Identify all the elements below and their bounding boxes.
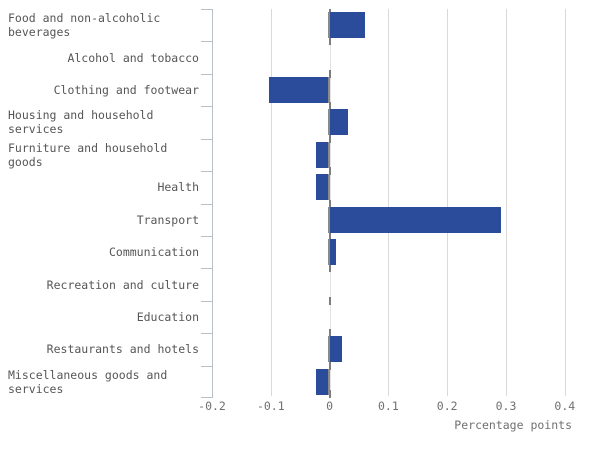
category-label-line: goods: [8, 154, 43, 169]
bar-transport: [330, 206, 501, 233]
gridline: [388, 9, 390, 396]
y-axis-tick: [201, 300, 212, 302]
category-label: Alcohol and tobacco: [8, 41, 202, 73]
y-axis-tick: [201, 333, 212, 335]
zero-line-dash: [328, 296, 331, 305]
zero-line-dash: [328, 264, 331, 273]
category-label: Clothing and footwear: [8, 74, 202, 106]
zero-line-segment: [328, 109, 331, 136]
zero-line-segment: [328, 206, 331, 233]
category-label: Furniture and household goods: [8, 139, 202, 171]
category-label: Communication: [8, 236, 202, 268]
category-label-line: services: [8, 122, 64, 137]
category-label-line: Recreation and culture: [46, 277, 199, 292]
bar-communication: [330, 239, 336, 266]
category-label-line: Alcohol and tobacco: [67, 50, 199, 65]
category-label-line: Food and non-alcoholic: [8, 11, 161, 26]
category-label: Housing and household services: [8, 106, 202, 138]
zero-line-segment: [328, 12, 331, 39]
category-label-line: Housing and household: [8, 108, 154, 123]
gridline: [506, 9, 507, 396]
zero-line-segment: [328, 368, 331, 395]
x-tick-label: 0.3: [495, 399, 517, 413]
zero-line-dash: [328, 37, 331, 46]
bar-miscellaneous-goods-and-services: [316, 368, 329, 395]
y-axis-tick: [201, 268, 212, 270]
y-axis-tick: [201, 41, 212, 43]
y-axis-tick: [201, 171, 212, 173]
category-label-line: Clothing and footwear: [53, 83, 199, 98]
bar-health: [316, 174, 329, 201]
zero-line-segment: [328, 141, 331, 168]
gridline: [564, 9, 566, 396]
x-axis-title: Percentage points: [454, 418, 572, 432]
category-label-line: Furniture and household: [8, 140, 168, 155]
bar-furniture-and-household-goods: [316, 141, 329, 168]
zero-line-dash: [328, 361, 331, 370]
y-axis-tick: [201, 138, 212, 140]
bar-clothing-and-footwear: [269, 77, 329, 104]
category-label: Transport: [8, 204, 202, 236]
zero-line-dash: [328, 167, 331, 176]
y-axis-tick: [201, 203, 212, 205]
x-tick-label: 0: [326, 399, 334, 413]
zero-line-dash: [328, 134, 331, 143]
zero-line-dash: [328, 231, 331, 240]
y-axis-tick: [201, 9, 212, 10]
category-label-line: services: [8, 381, 64, 396]
category-label-line: Health: [157, 180, 199, 195]
bar-food-and-non-alcoholic-beverages: [330, 12, 366, 39]
y-axis-tick: [201, 106, 212, 108]
bar-housing-and-household-services: [330, 109, 348, 136]
y-axis-tick: [201, 397, 212, 398]
x-tick-label: 0.1: [378, 399, 399, 413]
category-label-line: Restaurants and hotels: [46, 342, 199, 357]
category-label-line: Transport: [136, 212, 199, 227]
category-label-line: Education: [136, 309, 199, 324]
x-tick-label: -0.1: [256, 399, 285, 413]
category-label: Education: [8, 301, 202, 333]
zero-line-dash: [328, 329, 331, 338]
y-axis-tick: [201, 235, 212, 237]
category-label: Miscellaneous goods and services: [8, 366, 202, 398]
zero-line-dash: [328, 102, 331, 111]
bar-restaurants-and-hotels: [330, 336, 342, 363]
y-axis-spine: [212, 9, 213, 398]
zero-line-segment: [328, 77, 331, 104]
y-axis-tick: [201, 365, 212, 367]
category-label: Recreation and culture: [8, 268, 202, 300]
category-label-line: Miscellaneous goods and: [8, 367, 168, 382]
category-label-line: beverages: [8, 25, 71, 40]
y-axis-tick: [201, 73, 212, 75]
x-tick-label: 0.2: [436, 399, 458, 413]
gridline: [447, 9, 449, 396]
zero-line-segment: [328, 174, 331, 201]
x-tick-label: 0.4: [554, 399, 576, 413]
x-tick-label: -0.2: [198, 399, 226, 413]
category-label: Restaurants and hotels: [8, 333, 202, 365]
category-label: Health: [8, 171, 202, 203]
zero-line-dash: [328, 199, 331, 208]
zero-line-dash: [328, 69, 331, 78]
category-label-line: Communication: [108, 245, 199, 260]
zero-line-segment: [328, 239, 331, 266]
plot-area: [201, 9, 574, 398]
gridline: [270, 9, 272, 396]
zero-line-segment: [328, 336, 331, 363]
category-label: Food and non-alcoholic beverages: [8, 9, 202, 41]
